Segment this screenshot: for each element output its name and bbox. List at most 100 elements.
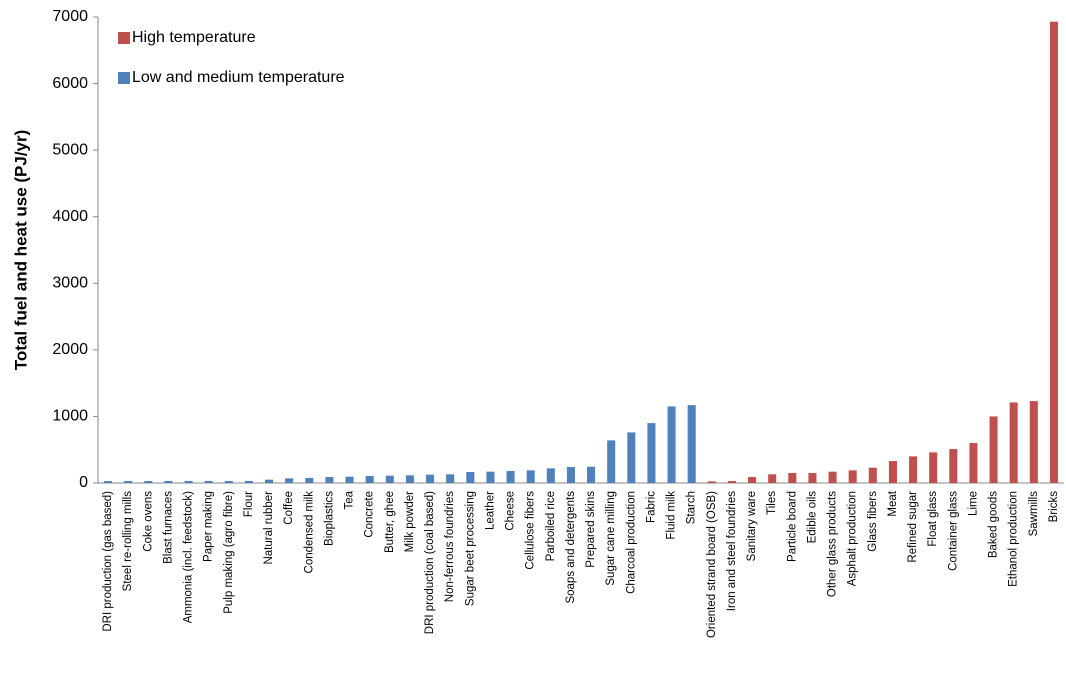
bar [687, 405, 696, 483]
bar [305, 478, 314, 483]
y-tick-label: 4000 [52, 208, 88, 225]
x-tick-label: Butter, ghee [384, 491, 396, 553]
bar [667, 406, 676, 483]
legend-swatch [118, 32, 130, 44]
x-tick-label: Ammonia (incl. feedstock) [183, 491, 195, 623]
x-tick-label: Paper making [203, 491, 215, 562]
x-tick-label: Prepared skins [585, 491, 597, 568]
bar [184, 481, 193, 483]
x-tick-label: Container glass [947, 491, 959, 571]
bar [244, 481, 253, 483]
bar [788, 473, 797, 483]
x-tick-label: Flour [243, 491, 255, 517]
x-tick-label: Bricks [1048, 491, 1060, 523]
x-tick-label: Sawmills [1028, 491, 1040, 537]
x-tick-label: Condensed milk [303, 491, 315, 574]
legend-label: Low and medium temperature [132, 69, 345, 86]
bar [1009, 402, 1018, 483]
x-tick-label: Blast furnaces [162, 491, 174, 564]
y-tick-label: 0 [79, 474, 88, 491]
x-tick-label: DRI production (coal based) [424, 491, 436, 634]
bar [265, 479, 274, 483]
bar [566, 467, 575, 483]
bar [909, 456, 918, 483]
x-tick-label: Lime [967, 491, 979, 516]
x-tick-label: Non-ferrous foundries [444, 491, 456, 602]
x-tick-label: Particle board [786, 491, 798, 562]
x-tick-label: Parboiled rice [545, 491, 557, 561]
bar [506, 471, 515, 483]
bar [828, 471, 837, 483]
bar [124, 481, 133, 483]
x-tick-label: Refined sugar [907, 491, 919, 563]
x-tick-label: Sugar cane milling [605, 491, 617, 586]
x-tick-label: Meat [887, 490, 899, 516]
x-tick-label: Sugar beet processing [464, 491, 476, 606]
legend-label: High temperature [132, 29, 256, 46]
bar [888, 461, 897, 483]
x-tick-label: Steel re-rolling mills [122, 491, 134, 592]
bar [949, 449, 958, 483]
x-tick-label: Asphalt production [847, 491, 859, 586]
x-tick-label: Charcoal production [625, 491, 637, 594]
x-tick-label: Natural rubber [263, 491, 275, 565]
x-tick-label: Oriented strand board (OSB) [706, 491, 718, 638]
y-tick-label: 5000 [52, 141, 88, 158]
bar [808, 473, 817, 483]
bar [587, 466, 596, 483]
bar [1049, 21, 1058, 483]
bar [989, 416, 998, 483]
x-tick-label: Tiles [766, 491, 778, 515]
bar [627, 432, 636, 483]
bar [426, 474, 435, 483]
x-tick-label: Glass fibers [867, 491, 879, 552]
bar [768, 474, 777, 483]
bar [969, 443, 978, 483]
legend-swatch [118, 72, 130, 84]
x-tick-label: Other glass products [827, 491, 839, 597]
x-tick-label: Milk powder [404, 491, 416, 553]
bar [144, 481, 153, 483]
bar [385, 475, 394, 483]
bar [466, 472, 475, 483]
bar [748, 477, 757, 483]
bar [345, 476, 354, 483]
bar [607, 440, 616, 483]
y-tick-label: 1000 [52, 408, 88, 425]
bar [365, 476, 374, 483]
x-tick-label: Concrete [364, 491, 376, 538]
x-tick-label: Coffee [283, 491, 295, 525]
y-axis-label: Total fuel and heat use (PJ/yr) [11, 130, 30, 371]
x-tick-label: Starch [686, 491, 698, 524]
x-tick-label: Fabric [645, 491, 657, 523]
bar [929, 452, 938, 483]
bar [405, 475, 414, 483]
x-tick-label: Baked goods [988, 491, 1000, 558]
bar [446, 474, 455, 483]
bar [164, 481, 173, 483]
x-tick-label: Ethanol production [1008, 491, 1020, 587]
x-tick-label: Bioplastics [323, 491, 335, 546]
bar [1029, 401, 1038, 483]
bar [647, 423, 656, 483]
y-tick-label: 2000 [52, 341, 88, 358]
bar [526, 470, 535, 483]
bar [325, 477, 334, 483]
y-tick-label: 7000 [52, 8, 88, 25]
x-tick-label: Soaps and detergents [565, 491, 577, 604]
x-tick-label: Edible oils [806, 491, 818, 544]
bar [727, 481, 736, 483]
bar [204, 481, 213, 483]
x-tick-label: Sanitary ware [746, 491, 758, 561]
x-tick-label: DRI production (gas based) [102, 491, 114, 632]
x-tick-label: Coke ovens [142, 491, 154, 552]
x-tick-label: Float glass [927, 491, 939, 547]
y-tick-label: 6000 [52, 75, 88, 92]
x-tick-label: Leather [484, 491, 496, 530]
bar [546, 468, 555, 483]
x-tick-label: Iron and steel foundries [726, 491, 738, 611]
x-tick-label: Cheese [505, 491, 517, 531]
bar [868, 467, 877, 483]
